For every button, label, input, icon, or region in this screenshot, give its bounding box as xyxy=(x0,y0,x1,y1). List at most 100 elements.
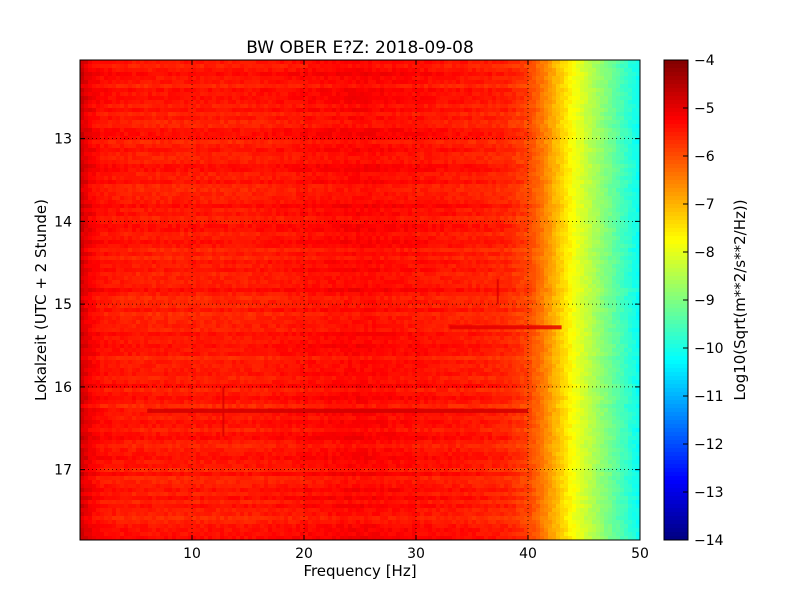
heatmap-cell xyxy=(476,164,481,169)
heatmap-cell xyxy=(140,60,145,65)
heatmap-cell xyxy=(260,156,265,161)
heatmap-cell xyxy=(212,176,217,181)
heatmap-cell xyxy=(588,104,593,109)
heatmap-cell xyxy=(116,132,121,137)
heatmap-cell xyxy=(224,60,229,65)
heatmap-cell xyxy=(160,68,165,73)
heatmap-cell xyxy=(88,188,93,193)
heatmap-cell xyxy=(404,196,409,201)
heatmap-cell xyxy=(184,80,189,85)
heatmap-cell xyxy=(188,116,193,121)
heatmap-cell xyxy=(572,132,577,137)
heatmap-cell xyxy=(340,92,345,97)
heatmap-cell xyxy=(400,164,405,169)
heatmap-cell xyxy=(156,120,161,125)
heatmap-cell xyxy=(92,136,97,141)
heatmap-cell xyxy=(344,196,349,201)
heatmap-cell xyxy=(292,196,297,201)
heatmap-cell xyxy=(324,96,329,101)
heatmap-cell xyxy=(288,168,293,173)
heatmap-cell xyxy=(608,140,613,145)
heatmap-cell xyxy=(292,140,297,145)
heatmap-cell xyxy=(160,156,165,161)
heatmap-cell xyxy=(500,76,505,81)
heatmap-cell xyxy=(432,176,437,181)
heatmap-cell xyxy=(320,76,325,81)
heatmap-cell xyxy=(156,144,161,149)
heatmap-cell xyxy=(340,192,345,197)
heatmap-cell xyxy=(304,180,309,185)
heatmap-cell xyxy=(84,60,89,65)
heatmap-cell xyxy=(84,200,89,205)
heatmap-cell xyxy=(300,108,305,113)
heatmap-cell xyxy=(304,184,309,189)
heatmap-cell xyxy=(432,128,437,133)
heatmap-cell xyxy=(432,132,437,137)
heatmap-cell xyxy=(160,60,165,65)
heatmap-cell xyxy=(396,84,401,89)
heatmap-cell xyxy=(256,188,261,193)
heatmap-cell xyxy=(360,132,365,137)
heatmap-cell xyxy=(492,188,497,193)
heatmap-cell xyxy=(396,100,401,105)
heatmap-cell xyxy=(508,124,513,129)
heatmap-cell xyxy=(88,96,93,101)
heatmap-cell xyxy=(620,64,625,69)
heatmap-cell xyxy=(192,96,197,101)
heatmap-cell xyxy=(264,128,269,133)
heatmap-cell xyxy=(136,192,141,197)
heatmap-cell xyxy=(324,196,329,201)
heatmap-cell xyxy=(564,80,569,85)
heatmap-cell xyxy=(188,132,193,137)
heatmap-cell xyxy=(552,72,557,77)
heatmap-cell xyxy=(300,172,305,177)
heatmap-cell xyxy=(144,140,149,145)
heatmap-cell xyxy=(540,80,545,85)
heatmap-cell xyxy=(332,88,337,93)
heatmap-cell xyxy=(532,132,537,137)
heatmap-cell xyxy=(580,172,585,177)
heatmap-cell xyxy=(360,196,365,201)
heatmap-cell xyxy=(120,176,125,181)
heatmap-cell xyxy=(264,76,269,81)
heatmap-cell xyxy=(416,60,421,65)
heatmap-cell xyxy=(88,144,93,149)
heatmap-cell xyxy=(572,108,577,113)
heatmap-cell xyxy=(464,60,469,65)
heatmap-cell xyxy=(364,116,369,121)
heatmap-cell xyxy=(372,160,377,165)
heatmap-cell xyxy=(472,72,477,77)
heatmap-cell xyxy=(500,188,505,193)
heatmap-cell xyxy=(480,172,485,177)
heatmap-cell xyxy=(512,60,517,65)
heatmap-cell xyxy=(352,92,357,97)
heatmap-cell xyxy=(488,100,493,105)
heatmap-cell xyxy=(184,156,189,161)
heatmap-cell xyxy=(492,168,497,173)
heatmap-cell xyxy=(396,172,401,177)
heatmap-cell xyxy=(448,180,453,185)
heatmap-cell xyxy=(436,184,441,189)
heatmap-cell xyxy=(284,196,289,201)
heatmap-cell xyxy=(168,184,173,189)
heatmap-cell xyxy=(600,100,605,105)
heatmap-cell xyxy=(312,196,317,201)
heatmap-cell xyxy=(580,188,585,193)
heatmap-cell xyxy=(552,152,557,157)
heatmap-cell xyxy=(628,172,633,177)
heatmap-cell xyxy=(488,164,493,169)
heatmap-cell xyxy=(512,64,517,69)
heatmap-cell xyxy=(480,132,485,137)
heatmap-cell xyxy=(568,76,573,81)
heatmap-cell xyxy=(560,140,565,145)
heatmap-cell xyxy=(480,164,485,169)
heatmap-cell xyxy=(584,192,589,197)
heatmap-cell xyxy=(392,60,397,65)
heatmap-cell xyxy=(616,108,621,113)
heatmap-cell xyxy=(580,148,585,153)
heatmap-cell xyxy=(260,196,265,201)
heatmap-cell xyxy=(312,176,317,181)
heatmap-cell xyxy=(296,60,301,65)
heatmap-cell xyxy=(512,168,517,173)
heatmap-cell xyxy=(244,96,249,101)
